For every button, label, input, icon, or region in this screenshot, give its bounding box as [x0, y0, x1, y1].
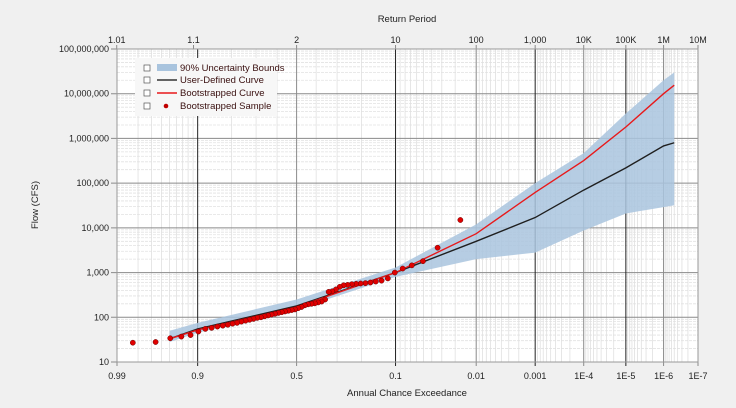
sample-point [195, 328, 202, 335]
sample-point [457, 217, 464, 223]
top-tick-label: 100 [469, 35, 484, 45]
sample-point [178, 333, 185, 340]
sample-points [129, 217, 464, 346]
x-tick-label: 0.001 [524, 371, 547, 381]
x-tick-label: 1E-5 [616, 371, 635, 381]
top-tick-label: 1.1 [187, 35, 200, 45]
legend-checkbox[interactable] [143, 76, 151, 84]
sample-point [129, 339, 136, 346]
sample-point [219, 322, 226, 329]
sample-point [152, 339, 159, 345]
y-tick-label: 100,000,000 [59, 44, 109, 54]
band-swatch-icon [157, 64, 177, 71]
y-tick-label: 10 [99, 357, 109, 367]
legend-checkbox[interactable] [143, 64, 151, 72]
sample-point [202, 326, 209, 332]
top-tick-label: 100K [615, 35, 636, 45]
top-tick-label: 10K [576, 35, 592, 45]
sample-point [224, 321, 231, 328]
legend-item-bootstrapped-sample[interactable]: Bootstrapped Sample [143, 101, 271, 112]
x-tick-label: 0.1 [389, 371, 402, 381]
top-tick-label: 10M [689, 35, 707, 45]
legend-label: 90% Uncertainty Bounds [180, 63, 285, 74]
x-tick-label: 1E-4 [574, 371, 593, 381]
x-tick-label: 1E-6 [654, 371, 673, 381]
sample-point [408, 262, 415, 269]
sample-point [391, 269, 398, 276]
sample-point [384, 275, 391, 282]
sample-point [399, 265, 406, 272]
sample-point [420, 258, 426, 265]
sample-point [208, 325, 215, 331]
x-tick-label: 0.99 [108, 371, 126, 381]
top-tick-label: 1.01 [108, 35, 126, 45]
y-tick-label: 1,000,000 [69, 133, 109, 143]
x-tick-label: 0.01 [467, 371, 485, 381]
sample-point [367, 279, 374, 286]
legend-label: Bootstrapped Curve [180, 88, 265, 99]
legend-label: Bootstrapped Sample [180, 101, 271, 112]
x-axis-label: Annual Chance Exceedance [347, 388, 467, 399]
x-tick-label: 0.5 [290, 371, 303, 381]
sample-point [372, 278, 379, 285]
legend-item-bootstrapped-curve[interactable]: Bootstrapped Curve [143, 88, 265, 99]
y-axis-label: Flow (CFS) [30, 181, 41, 229]
uncertainty-band [169, 72, 675, 343]
plot-border [116, 48, 699, 363]
sample-point [229, 320, 236, 327]
top-axis-label: Return Period [378, 14, 437, 25]
x-tick-label: 0.9 [191, 371, 204, 381]
sample-point [378, 277, 385, 284]
y-tick-label: 100,000 [76, 178, 109, 188]
sample-point [214, 323, 221, 330]
legend-item-uncertainty-bounds[interactable]: 90% Uncertainty Bounds [143, 63, 285, 74]
legend: 90% Uncertainty Bounds User-Defined Curv… [135, 58, 285, 116]
y-tick-label: 100 [94, 312, 109, 322]
top-tick-label: 2 [294, 35, 299, 45]
top-tick-label: 1,000 [524, 35, 547, 45]
y-tick-label: 1,000 [86, 268, 109, 278]
sample-point [325, 289, 332, 295]
top-tick-label: 10 [391, 35, 401, 45]
tick-labels: 10 100 1,000 10,000 100,000 1,000,000 10,000,0… [59, 35, 708, 381]
legend-checkbox[interactable] [143, 102, 151, 110]
user-defined-curve-line [169, 142, 675, 340]
marker-swatch-icon [163, 103, 169, 109]
uncertainty-band-area [169, 72, 675, 343]
y-tick-label: 10,000 [81, 223, 109, 233]
top-tick-label: 1M [657, 35, 670, 45]
x-tick-label: 1E-7 [688, 371, 707, 381]
sample-point [434, 244, 441, 251]
y-tick-label: 10,000,000 [64, 89, 109, 99]
legend-item-user-defined-curve[interactable]: User-Defined Curve [143, 75, 264, 86]
sample-point [362, 280, 369, 286]
legend-checkbox[interactable] [143, 89, 151, 97]
sample-point [187, 332, 194, 338]
sample-point [167, 335, 174, 342]
legend-label: User-Defined Curve [180, 75, 264, 86]
